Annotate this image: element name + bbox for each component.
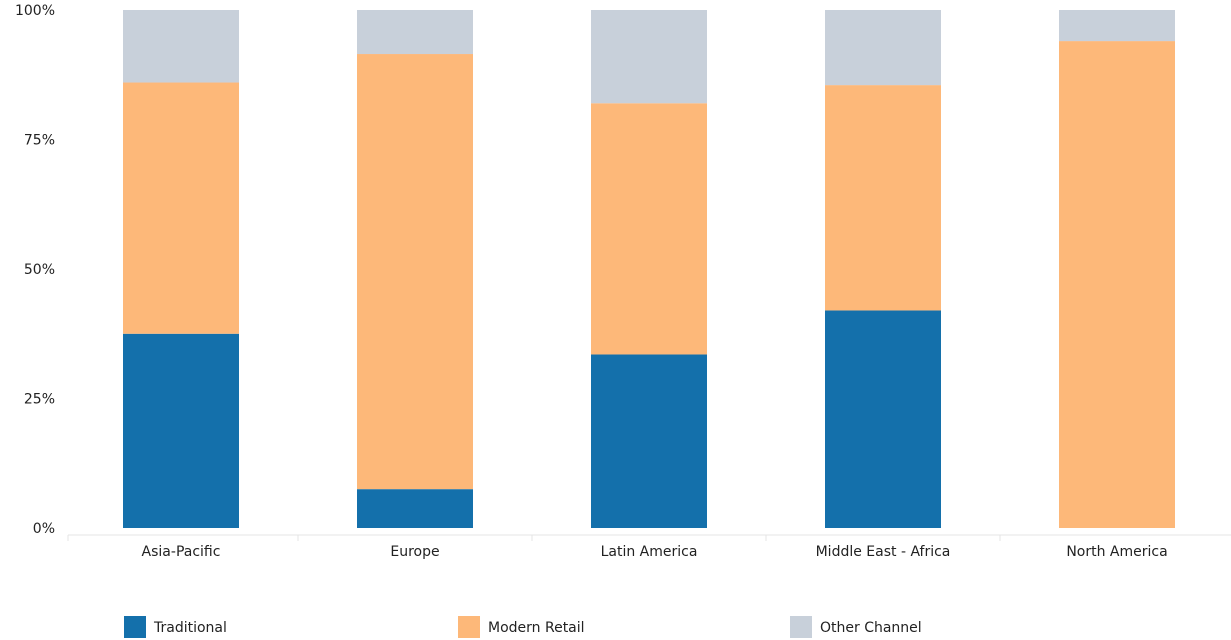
bar-segment — [357, 54, 473, 490]
bar-segment — [825, 10, 941, 86]
bar-segment — [591, 103, 707, 355]
bar-segment — [123, 10, 239, 83]
y-tick-label: 50% — [24, 262, 55, 278]
bars-group — [123, 10, 1175, 528]
bar-segment — [825, 85, 941, 311]
x-axis-ticks — [67, 535, 1001, 541]
y-tick-label: 25% — [24, 392, 55, 408]
y-axis: 0% 25% 50% 75% 100% — [15, 3, 55, 537]
bar-segment — [1059, 10, 1175, 42]
bar-segment — [591, 10, 707, 104]
legend-label: Modern Retail — [488, 620, 585, 636]
y-tick-label: 100% — [15, 3, 55, 19]
bar-segment — [1059, 41, 1175, 528]
x-tick-label: Europe — [390, 544, 439, 560]
legend-swatch — [458, 616, 480, 638]
x-tick-label: Middle East - Africa — [816, 544, 951, 560]
bar-segment — [591, 354, 707, 528]
y-tick-label: 75% — [24, 133, 55, 149]
bar-segment — [123, 82, 239, 334]
legend-label: Other Channel — [820, 620, 922, 636]
x-tick-label: Asia-Pacific — [142, 544, 221, 560]
bar-segment — [357, 489, 473, 528]
bar-segment — [825, 310, 941, 528]
legend: Traditional Modern Retail Other Channel — [124, 616, 922, 638]
x-axis-labels: Asia-Pacific Europe Latin America Middle Ea… — [142, 544, 1168, 560]
legend-label: Traditional — [153, 620, 227, 636]
x-tick-label: North America — [1066, 544, 1167, 560]
x-tick-label: Latin America — [601, 544, 698, 560]
bar-segment — [357, 10, 473, 55]
bar-segment — [123, 333, 239, 528]
legend-swatch — [790, 616, 812, 638]
y-tick-label: 0% — [33, 521, 55, 537]
legend-swatch — [124, 616, 146, 638]
